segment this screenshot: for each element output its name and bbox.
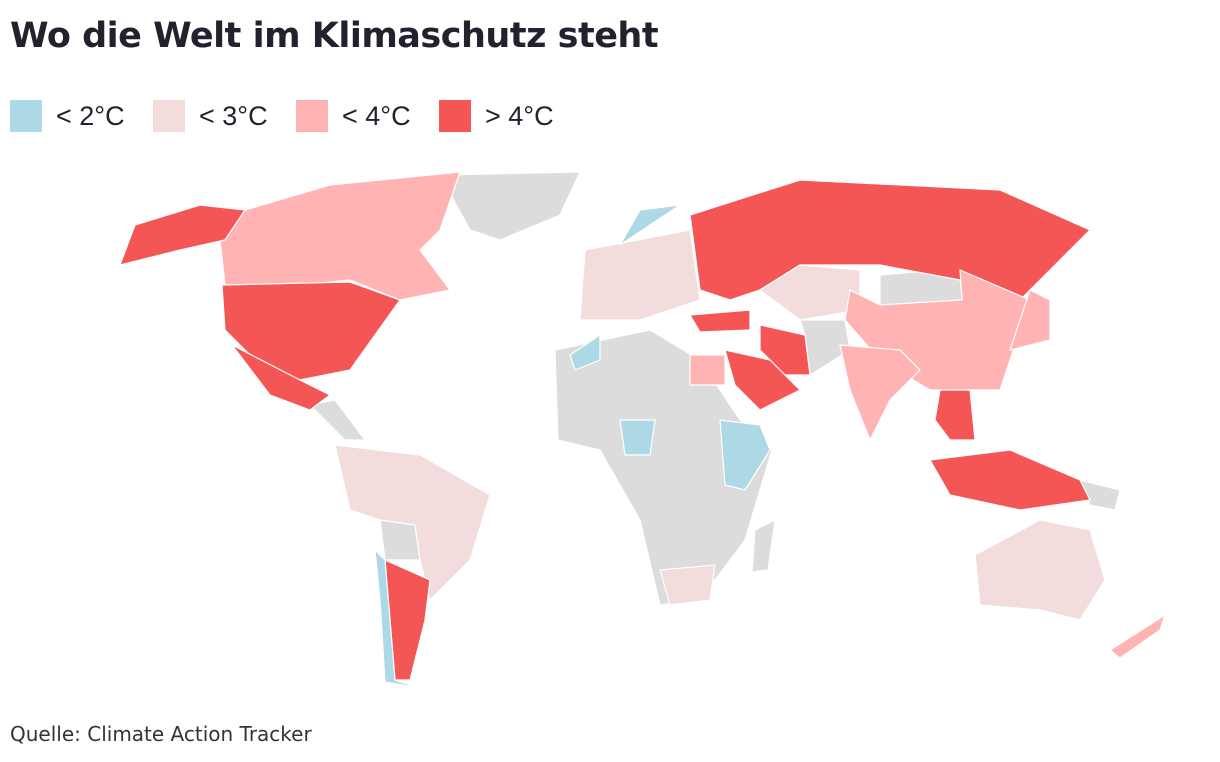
australia (974, 519, 1106, 621)
bolivia (379, 519, 421, 561)
nigeria (619, 419, 656, 456)
title: Wo die Welt im Klimaschutz steht (10, 16, 659, 56)
chile (374, 548, 421, 689)
legend-swatch (10, 100, 42, 132)
legend-item: < 3°C (153, 100, 296, 132)
source: Quelle: Climate Action Tracker (10, 722, 312, 746)
south-africa (659, 564, 716, 606)
legend-swatch (153, 100, 185, 132)
legend-label: < 3°C (199, 100, 268, 131)
middle-asia (799, 319, 851, 377)
norway (619, 204, 681, 246)
canada (219, 171, 461, 301)
legend-swatch (439, 100, 471, 132)
indonesia (929, 449, 1091, 511)
legend-swatch (296, 100, 328, 132)
legend-label: < 4°C (342, 100, 411, 131)
greenland (439, 171, 581, 241)
kazakhstan (758, 264, 861, 321)
legend-label: < 2°C (56, 100, 125, 131)
legend-item: < 2°C (10, 100, 153, 132)
legend: < 2°C < 3°C < 4°C > 4°C (10, 100, 582, 132)
new-zealand (1108, 613, 1167, 659)
europe (579, 229, 701, 321)
japan (1009, 289, 1051, 351)
usa (221, 281, 401, 381)
world-map (119, 171, 1167, 689)
ethiopia-kenya (719, 419, 771, 491)
saudi-arabia (724, 349, 802, 411)
russia (689, 179, 1092, 301)
morocco (569, 333, 601, 371)
mexico (231, 344, 332, 411)
india (839, 344, 921, 442)
legend-item: < 4°C (296, 100, 439, 132)
legend-label: > 4°C (485, 100, 554, 131)
alaska (119, 204, 247, 266)
turkey (688, 309, 751, 333)
central-america (308, 399, 367, 441)
madagascar (751, 518, 776, 573)
legend-item: > 4°C (439, 100, 582, 132)
southeast-asia (934, 389, 976, 441)
egypt (689, 354, 726, 386)
